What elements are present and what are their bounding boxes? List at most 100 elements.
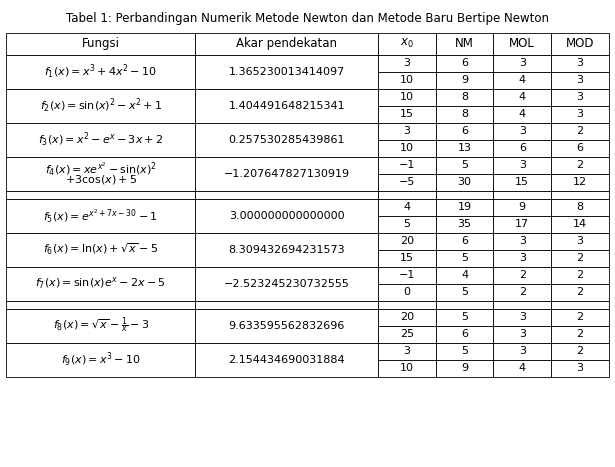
Bar — [6, 191, 196, 198]
Text: 15: 15 — [400, 253, 414, 263]
Bar — [551, 55, 609, 72]
Bar — [436, 283, 493, 301]
Bar — [493, 233, 551, 250]
Bar — [436, 55, 493, 72]
Bar — [378, 140, 436, 157]
Bar — [436, 360, 493, 377]
Text: 19: 19 — [458, 202, 472, 212]
Bar — [493, 191, 551, 198]
Text: 10: 10 — [400, 363, 414, 373]
Text: 3: 3 — [576, 75, 584, 85]
Bar — [378, 343, 436, 360]
Bar — [551, 89, 609, 106]
Bar — [493, 123, 551, 140]
Bar — [436, 174, 493, 191]
Bar — [378, 360, 436, 377]
Text: 2: 2 — [576, 287, 584, 297]
Bar — [493, 309, 551, 325]
Text: $f_2(x) = \sin(x)^2 - x^2 + 1$: $f_2(x) = \sin(x)^2 - x^2 + 1$ — [39, 97, 162, 115]
Text: 4: 4 — [518, 75, 526, 85]
Text: 10: 10 — [400, 75, 414, 85]
Text: 13: 13 — [458, 143, 472, 153]
Bar — [493, 343, 551, 360]
Text: 2: 2 — [576, 346, 584, 356]
Bar — [6, 89, 196, 123]
Text: 6: 6 — [519, 143, 526, 153]
Text: 5: 5 — [461, 312, 468, 322]
Text: 5: 5 — [403, 219, 410, 229]
Bar — [551, 198, 609, 216]
Text: $f_4(x) = xe^{x^2} - \sin(x)^2$: $f_4(x) = xe^{x^2} - \sin(x)^2$ — [45, 160, 157, 177]
Text: 9: 9 — [461, 363, 468, 373]
Bar — [436, 216, 493, 233]
Text: 30: 30 — [458, 177, 472, 187]
Text: 3: 3 — [576, 236, 584, 246]
Text: 35: 35 — [458, 219, 472, 229]
Bar — [196, 198, 378, 233]
Text: Fungsi: Fungsi — [82, 37, 120, 50]
Text: 2: 2 — [576, 312, 584, 322]
Text: 3: 3 — [403, 126, 410, 136]
Bar — [493, 283, 551, 301]
Text: 5: 5 — [461, 287, 468, 297]
Text: 15: 15 — [515, 177, 530, 187]
Bar — [6, 33, 196, 55]
Bar — [196, 157, 378, 191]
Bar — [551, 233, 609, 250]
Bar — [436, 233, 493, 250]
Text: 5: 5 — [461, 253, 468, 263]
Text: 2: 2 — [576, 253, 584, 263]
Bar — [378, 283, 436, 301]
Bar — [6, 343, 196, 377]
Text: −5: −5 — [399, 177, 415, 187]
Bar — [378, 33, 436, 55]
Text: 4: 4 — [403, 202, 410, 212]
Bar — [436, 191, 493, 198]
Bar — [378, 216, 436, 233]
Bar — [551, 250, 609, 267]
Text: 3: 3 — [576, 92, 584, 102]
Bar — [436, 301, 493, 309]
Text: 6: 6 — [461, 126, 468, 136]
Text: 1.365230013414097: 1.365230013414097 — [229, 67, 345, 77]
Text: NM: NM — [455, 37, 474, 50]
Text: 5: 5 — [461, 346, 468, 356]
Text: $f_8(x) = \sqrt{x} - \frac{1}{x} - 3$: $f_8(x) = \sqrt{x} - \frac{1}{x} - 3$ — [52, 316, 149, 336]
Bar — [378, 191, 436, 198]
Text: 8: 8 — [576, 202, 584, 212]
Bar — [436, 157, 493, 174]
Bar — [551, 174, 609, 191]
Bar — [551, 191, 609, 198]
Bar — [378, 309, 436, 325]
Bar — [493, 89, 551, 106]
Text: 3: 3 — [519, 346, 526, 356]
Bar — [6, 55, 196, 89]
Text: 20: 20 — [400, 312, 414, 322]
Text: 9: 9 — [518, 202, 526, 212]
Text: 3: 3 — [519, 58, 526, 68]
Bar — [6, 157, 196, 191]
Bar — [6, 233, 196, 267]
Bar — [436, 123, 493, 140]
Bar — [196, 55, 378, 89]
Text: −1.207647827130919: −1.207647827130919 — [224, 169, 350, 179]
Text: 6: 6 — [576, 143, 584, 153]
Text: 3: 3 — [519, 253, 526, 263]
Bar — [551, 301, 609, 309]
Bar — [436, 250, 493, 267]
Bar — [378, 72, 436, 89]
Bar — [6, 309, 196, 343]
Text: Tabel 1: Perbandingan Numerik Metode Newton dan Metode Baru Bertipe Newton: Tabel 1: Perbandingan Numerik Metode New… — [66, 12, 549, 25]
Bar — [378, 301, 436, 309]
Bar — [493, 216, 551, 233]
Bar — [6, 267, 196, 301]
Bar — [196, 33, 378, 55]
Text: 9: 9 — [461, 75, 468, 85]
Text: MOL: MOL — [509, 37, 535, 50]
Text: −1: −1 — [399, 160, 415, 170]
Bar — [6, 301, 196, 309]
Bar — [551, 267, 609, 283]
Text: 17: 17 — [515, 219, 530, 229]
Bar — [551, 283, 609, 301]
Text: 20: 20 — [400, 236, 414, 246]
